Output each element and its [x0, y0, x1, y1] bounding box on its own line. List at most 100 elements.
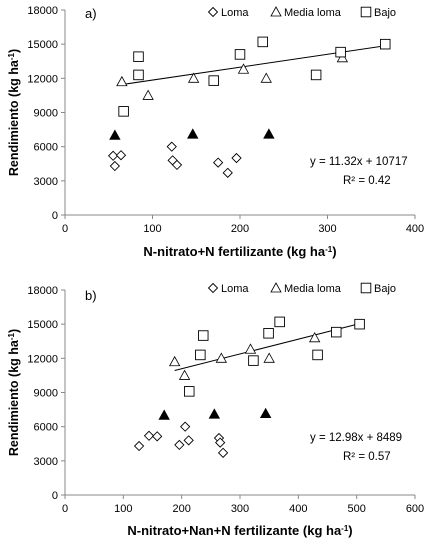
- y-axis-title-main: Rendimiento (kg ha: [7, 59, 21, 176]
- data-point-square: [183, 386, 195, 397]
- data-point-square: [248, 355, 259, 366]
- legend-marker-bajo: [360, 6, 372, 18]
- x-tick-label: 600: [406, 503, 424, 515]
- data-point-square: [263, 328, 274, 339]
- y-tick-label: 15000: [27, 319, 58, 331]
- data-point-square: [354, 318, 365, 330]
- data-point-diamond: [143, 430, 155, 441]
- x-tick-label: 200: [172, 503, 190, 515]
- x-axis-title-tail: ): [332, 244, 336, 259]
- data-point-triangle-filled: [187, 128, 199, 139]
- y-tick-label: 0: [52, 490, 58, 502]
- data-point-square: [257, 36, 269, 48]
- y-axis-title: Rendimiento (kg ha-1): [7, 49, 22, 176]
- data-point-triangle-open: [178, 369, 191, 380]
- legend-label: Loma: [221, 283, 249, 295]
- data-point-diamond: [180, 421, 191, 432]
- x-tick-label: 500: [347, 503, 365, 515]
- x-axis-title-main: N-nitrato+Nan+N fertilizante (kg ha: [127, 523, 342, 538]
- y-tick-label: 18000: [27, 5, 58, 17]
- data-point-square: [195, 349, 206, 361]
- y-tick-label: 3000: [34, 456, 58, 468]
- data-point-diamond: [222, 167, 233, 178]
- data-point-diamond: [166, 141, 177, 152]
- y-tick-label: 6000: [34, 422, 58, 434]
- x-tick-label: 400: [289, 503, 307, 515]
- data-point-square: [310, 69, 322, 81]
- data-point-triangle-open: [168, 355, 181, 367]
- legend-label: Bajo: [374, 283, 396, 295]
- data-point-diamond: [133, 440, 145, 452]
- legend-marker-bajo: [360, 282, 372, 294]
- data-point-square: [133, 51, 144, 62]
- x-tick-label: 0: [62, 223, 68, 235]
- legend-marker-loma: [207, 282, 219, 294]
- trend-line: [174, 323, 360, 372]
- data-point-triangle-filled: [259, 407, 272, 419]
- y-tick-label: 0: [52, 210, 58, 222]
- panel-label: b): [85, 288, 97, 303]
- legend-marker-loma: [207, 6, 219, 18]
- x-tick-label: 0: [62, 503, 68, 515]
- x-tick-label: 400: [406, 223, 424, 235]
- regression-equation: y = 11.32x + 10717: [310, 156, 408, 168]
- data-point-triangle-open: [116, 75, 128, 87]
- data-point-diamond: [115, 150, 127, 161]
- data-point-triangle-filled: [208, 408, 221, 419]
- y-tick-label: 3000: [34, 176, 58, 188]
- data-point-square: [380, 38, 391, 50]
- data-point-square: [331, 326, 342, 338]
- y-tick-label: 15000: [27, 39, 58, 51]
- data-point-square: [335, 46, 346, 58]
- data-point-triangle-open: [142, 89, 154, 100]
- legend-label: Media loma: [284, 283, 342, 295]
- data-point-triangle-open: [244, 343, 257, 354]
- panel-label: a): [85, 6, 97, 21]
- data-point-diamond: [107, 150, 119, 161]
- data-point-triangle-filled: [263, 128, 275, 139]
- data-point-diamond: [215, 437, 226, 448]
- chart-panel-2: 0 3000 6000 9000 12000 15000 18000 0 100 200 300 40…: [7, 282, 424, 538]
- y-axis-title-sup: -1: [7, 332, 16, 340]
- data-point-square: [208, 75, 219, 86]
- x-tick-label: 300: [231, 503, 249, 515]
- data-point-square: [274, 316, 285, 328]
- legend-label: Media loma: [284, 7, 342, 19]
- data-point-triangle-filled: [109, 129, 121, 140]
- data-point-square: [312, 349, 323, 361]
- data-point-diamond: [109, 160, 121, 172]
- data-point-square: [133, 69, 144, 81]
- y-tick-label: 6000: [34, 142, 58, 154]
- x-axis-title: N-nitrato+N fertilizante (kg ha-1): [143, 244, 336, 259]
- x-tick-label: 200: [231, 223, 249, 235]
- data-point-diamond: [183, 435, 194, 446]
- r-squared: R² = 0.42: [343, 175, 391, 187]
- y-axis-title-tail: ): [7, 329, 21, 333]
- y-axis-title-sup: -1: [7, 52, 16, 60]
- x-axis-title-tail: ): [348, 523, 352, 538]
- regression-equation: y = 12.98x + 8489: [310, 432, 402, 444]
- y-tick-label: 9000: [34, 388, 58, 400]
- legend-label: Bajo: [374, 7, 396, 19]
- x-tick-label: 100: [143, 223, 161, 235]
- data-point-triangle-open: [237, 63, 250, 74]
- x-axis-title-sup: -1: [325, 245, 333, 254]
- data-point-triangle-open: [260, 72, 272, 83]
- data-point-triangle-filled: [158, 409, 170, 420]
- y-axis-title-tail: ): [7, 49, 21, 53]
- legend-marker-media-loma: [270, 282, 282, 293]
- data-point-triangle-open: [215, 352, 228, 363]
- y-tick-label: 9000: [34, 108, 58, 120]
- data-point-diamond: [231, 152, 242, 164]
- data-point-square: [234, 49, 246, 60]
- data-point-diamond: [171, 159, 183, 171]
- y-tick-label: 12000: [27, 73, 58, 85]
- legend-marker-media-loma: [270, 6, 282, 17]
- x-axis-title-main: N-nitrato+N fertilizante (kg ha: [143, 244, 325, 259]
- x-axis-title-sup: -1: [341, 524, 349, 533]
- data-point-square: [197, 330, 209, 341]
- data-point-triangle-open: [308, 332, 321, 343]
- y-axis-title: Rendimiento (kg ha-1): [7, 329, 22, 456]
- x-axis-title: N-nitrato+Nan+N fertilizante (kg ha-1): [127, 523, 352, 538]
